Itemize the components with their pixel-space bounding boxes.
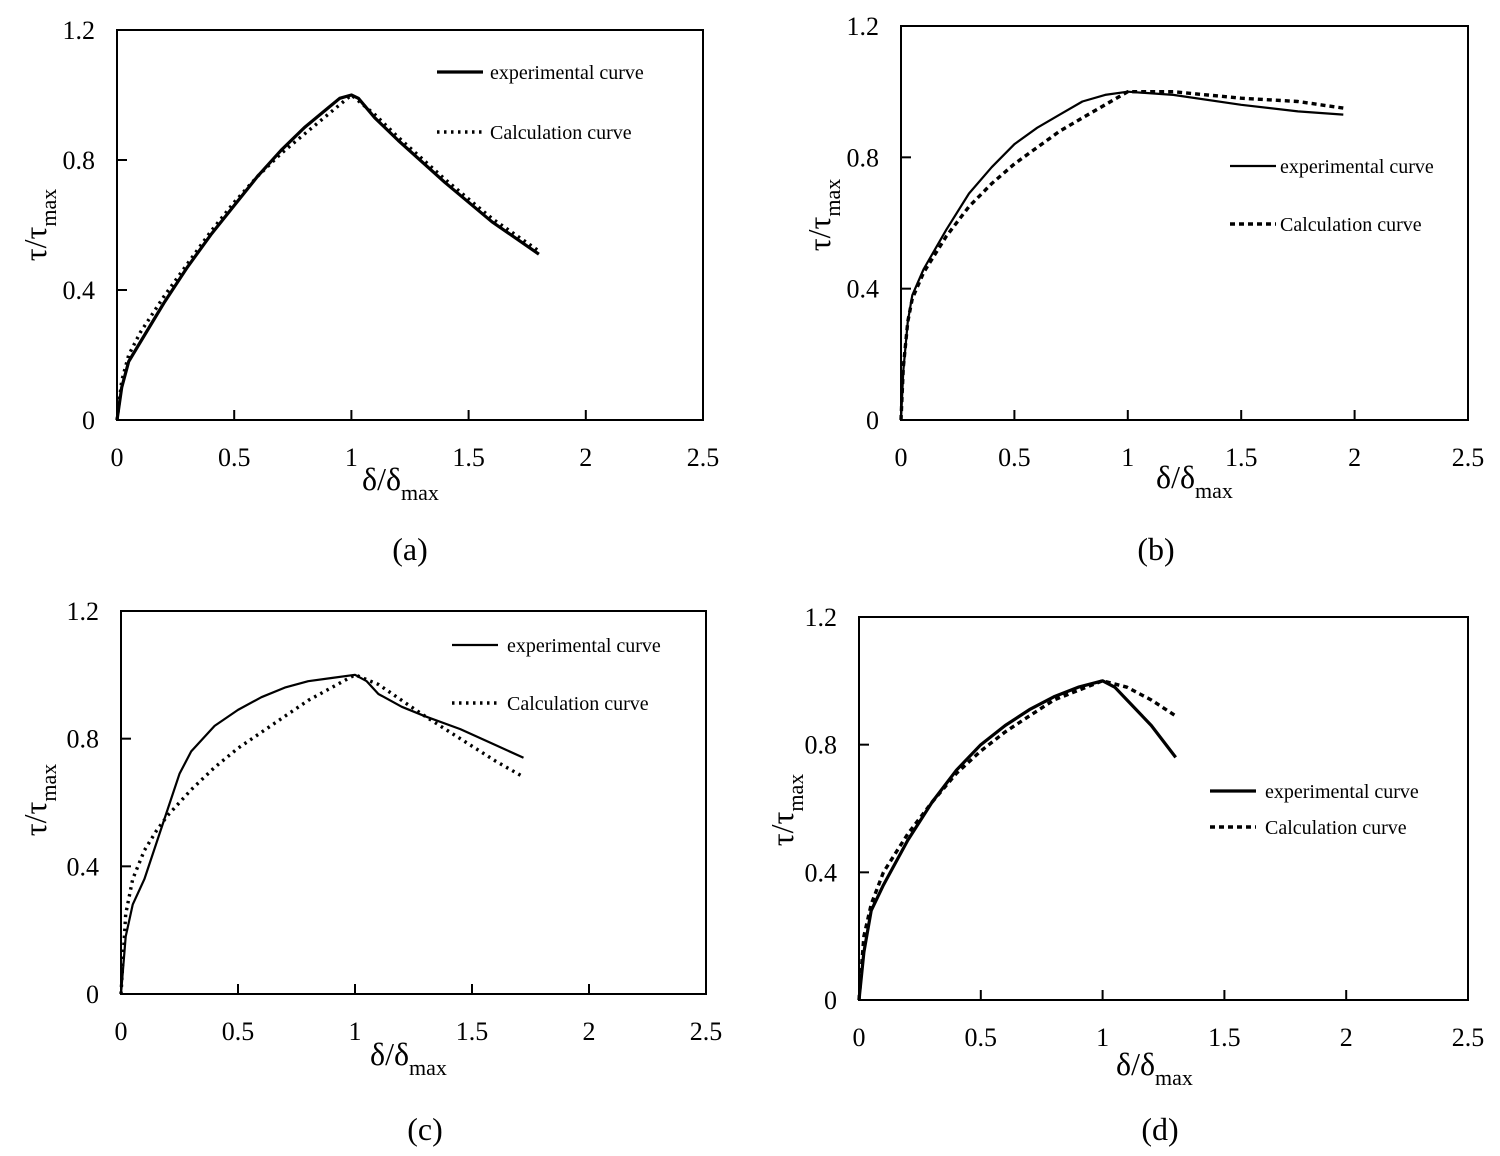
x-axis-label: δ/δmax bbox=[1156, 459, 1233, 503]
y-axis-label: τ/τmax bbox=[764, 774, 808, 847]
x-tick-label: 2.5 bbox=[1452, 1023, 1485, 1052]
chart-panel-d: 0 0.5 1 1.5 2 2.5 0 0.4 0.8 1.2 experimental curve… bbox=[764, 603, 1484, 1147]
series-experimental-line bbox=[115, 93, 540, 421]
x-axis-label: δ/δmax bbox=[370, 1036, 447, 1080]
x-tick-label: 2 bbox=[583, 1017, 596, 1046]
x-tick-label: 0.5 bbox=[998, 443, 1031, 472]
x-tick-label: 0 bbox=[111, 443, 124, 472]
plot-frame bbox=[116, 29, 704, 421]
chart-panel-a: 0 0.5 1 1.5 2 2.5 0 0.4 0.8 1.2 experimental curve… bbox=[17, 16, 719, 567]
x-tick-label: 0 bbox=[115, 1017, 128, 1046]
x-tick-label: 1.5 bbox=[452, 443, 485, 472]
y-tick-label: 1.2 bbox=[847, 12, 880, 41]
series-experimental-line bbox=[119, 673, 524, 995]
x-axis-label: δ/δmax bbox=[362, 461, 439, 505]
y-tick-label: 0 bbox=[824, 986, 837, 1015]
x-axis-label: δ/δmax bbox=[1116, 1046, 1193, 1090]
x-tick-label: 2 bbox=[1340, 1023, 1353, 1052]
x-tick-label: 1.5 bbox=[456, 1017, 489, 1046]
x-tick-label: 1.5 bbox=[1208, 1023, 1241, 1052]
series-experimental-line bbox=[899, 90, 1344, 421]
panel-caption: (a) bbox=[392, 531, 428, 567]
x-tick-label: 2 bbox=[579, 443, 592, 472]
legend: experimental curve Calculation curve bbox=[1230, 156, 1434, 236]
legend-label-calculation: Calculation curve bbox=[490, 122, 632, 144]
series-calculation-line bbox=[115, 93, 540, 421]
x-tick-label: 1 bbox=[1121, 443, 1134, 472]
plot-frame bbox=[858, 616, 1469, 1001]
x-tick-label: 2.5 bbox=[690, 1017, 723, 1046]
y-tick-label: 0.4 bbox=[63, 276, 96, 305]
x-tick-label: 1 bbox=[349, 1017, 362, 1046]
x-tick-label: 1.5 bbox=[1225, 443, 1258, 472]
y-tick-label: 0.8 bbox=[67, 725, 100, 754]
panel-caption: (b) bbox=[1137, 531, 1174, 567]
x-tick-label: 0 bbox=[895, 443, 908, 472]
x-tick-label: 2.5 bbox=[687, 443, 720, 472]
x-tick-label: 1 bbox=[1096, 1023, 1109, 1052]
y-tick-label: 0.8 bbox=[847, 143, 880, 172]
panel-caption: (c) bbox=[407, 1111, 443, 1147]
x-tick-label: 0.5 bbox=[222, 1017, 255, 1046]
x-tick-label: 0 bbox=[853, 1023, 866, 1052]
x-tick-label: 0.5 bbox=[218, 443, 251, 472]
y-tick-label: 0.4 bbox=[805, 858, 838, 887]
x-tick-label: 2.5 bbox=[1452, 443, 1485, 472]
x-tick-label: 2 bbox=[1348, 443, 1361, 472]
legend-label-calculation: Calculation curve bbox=[1265, 817, 1407, 839]
plot-frame bbox=[120, 610, 707, 995]
x-tick-label: 1 bbox=[345, 443, 358, 472]
legend-label-experimental: experimental curve bbox=[1280, 156, 1434, 178]
y-tick-label: 0.8 bbox=[805, 731, 838, 760]
plot-frame bbox=[900, 25, 1469, 421]
series-experimental-line bbox=[857, 679, 1177, 1001]
y-tick-label: 0 bbox=[866, 406, 879, 435]
y-tick-label: 1.2 bbox=[63, 16, 96, 45]
y-tick-label: 0.4 bbox=[67, 852, 100, 881]
y-tick-label: 0 bbox=[82, 406, 95, 435]
y-tick-label: 1.2 bbox=[67, 597, 100, 626]
legend-label-experimental: experimental curve bbox=[507, 635, 661, 657]
y-tick-label: 0 bbox=[86, 980, 99, 1009]
legend-label-calculation: Calculation curve bbox=[1280, 214, 1422, 236]
y-tick-label: 1.2 bbox=[805, 603, 838, 632]
legend-label-calculation: Calculation curve bbox=[507, 693, 649, 715]
panel-caption: (d) bbox=[1141, 1111, 1178, 1147]
series-calculation-line bbox=[899, 90, 1344, 421]
y-axis-label: τ/τmax bbox=[17, 189, 61, 262]
legend: experimental curve Calculation curve bbox=[1210, 781, 1419, 839]
y-tick-label: 0.4 bbox=[847, 275, 880, 304]
series-calculation-line bbox=[857, 679, 1177, 1001]
legend: experimental curve Calculation curve bbox=[437, 62, 644, 144]
legend-label-experimental: experimental curve bbox=[1265, 781, 1419, 803]
y-tick-label: 0.8 bbox=[63, 146, 96, 175]
legend-label-experimental: experimental curve bbox=[490, 62, 644, 84]
series-calculation-line bbox=[119, 673, 525, 995]
y-axis-label: τ/τmax bbox=[801, 179, 845, 252]
legend: experimental curve Calculation curve bbox=[452, 635, 661, 715]
y-axis-label: τ/τmax bbox=[17, 764, 61, 837]
chart-panel-b: 0 0.5 1 1.5 2 2.5 0 0.4 0.8 1.2 experimental curve… bbox=[801, 12, 1484, 567]
x-tick-label: 0.5 bbox=[965, 1023, 998, 1052]
chart-panel-c: 0 0.5 1 1.5 2 2.5 0 0.4 0.8 1.2 experimental curve… bbox=[17, 597, 722, 1147]
